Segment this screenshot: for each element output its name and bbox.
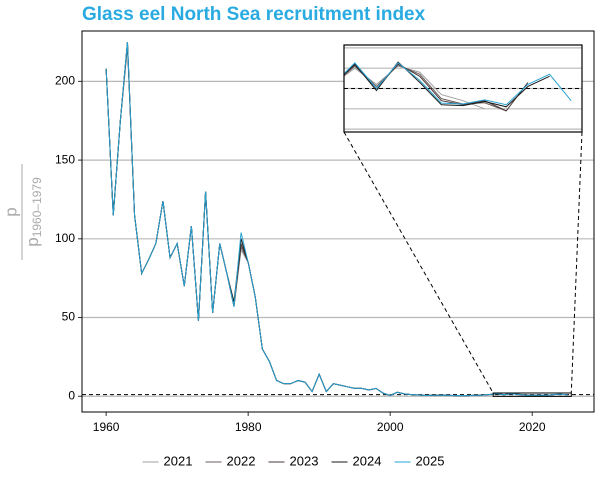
zoom-connector (343, 131, 494, 394)
y-label-numerator: p (1, 207, 20, 216)
x-tick-label: 1980 (235, 420, 262, 434)
y-label-p: p (23, 237, 42, 246)
y-tick-label: 0 (68, 388, 75, 402)
x-tick-label: 1960 (93, 420, 120, 434)
legend-label: 2022 (227, 453, 256, 468)
x-tick-label: 2020 (519, 420, 546, 434)
plot-frame (81, 30, 595, 413)
chart-title: Glass eel North Sea recruitment index (82, 4, 426, 25)
y-label-subscript: 1960–1979 (30, 177, 44, 237)
legend-label: 2021 (164, 453, 193, 468)
plot-area: 0 50 100 150 200 1960 1980 2000 2020 (55, 30, 595, 434)
y-axis-label: p p1960–1979 (1, 164, 44, 260)
y-tick-label: 200 (55, 74, 75, 88)
inset-frame (343, 44, 583, 133)
legend-label: 2025 (416, 453, 445, 468)
x-tick-label: 2000 (377, 420, 404, 434)
legend: 2021 2022 2023 2024 2025 (142, 453, 445, 468)
y-tick-label: 50 (62, 310, 76, 324)
zoom-box (492, 392, 572, 397)
y-label-denominator: p1960–1979 (23, 177, 44, 247)
zoom-connector (570, 131, 583, 394)
series-line (105, 41, 568, 397)
y-tick-label: 150 (55, 152, 75, 166)
legend-label: 2023 (290, 453, 319, 468)
y-tick-label: 100 (55, 231, 75, 245)
legend-label: 2024 (353, 453, 382, 468)
inset (343, 44, 583, 133)
